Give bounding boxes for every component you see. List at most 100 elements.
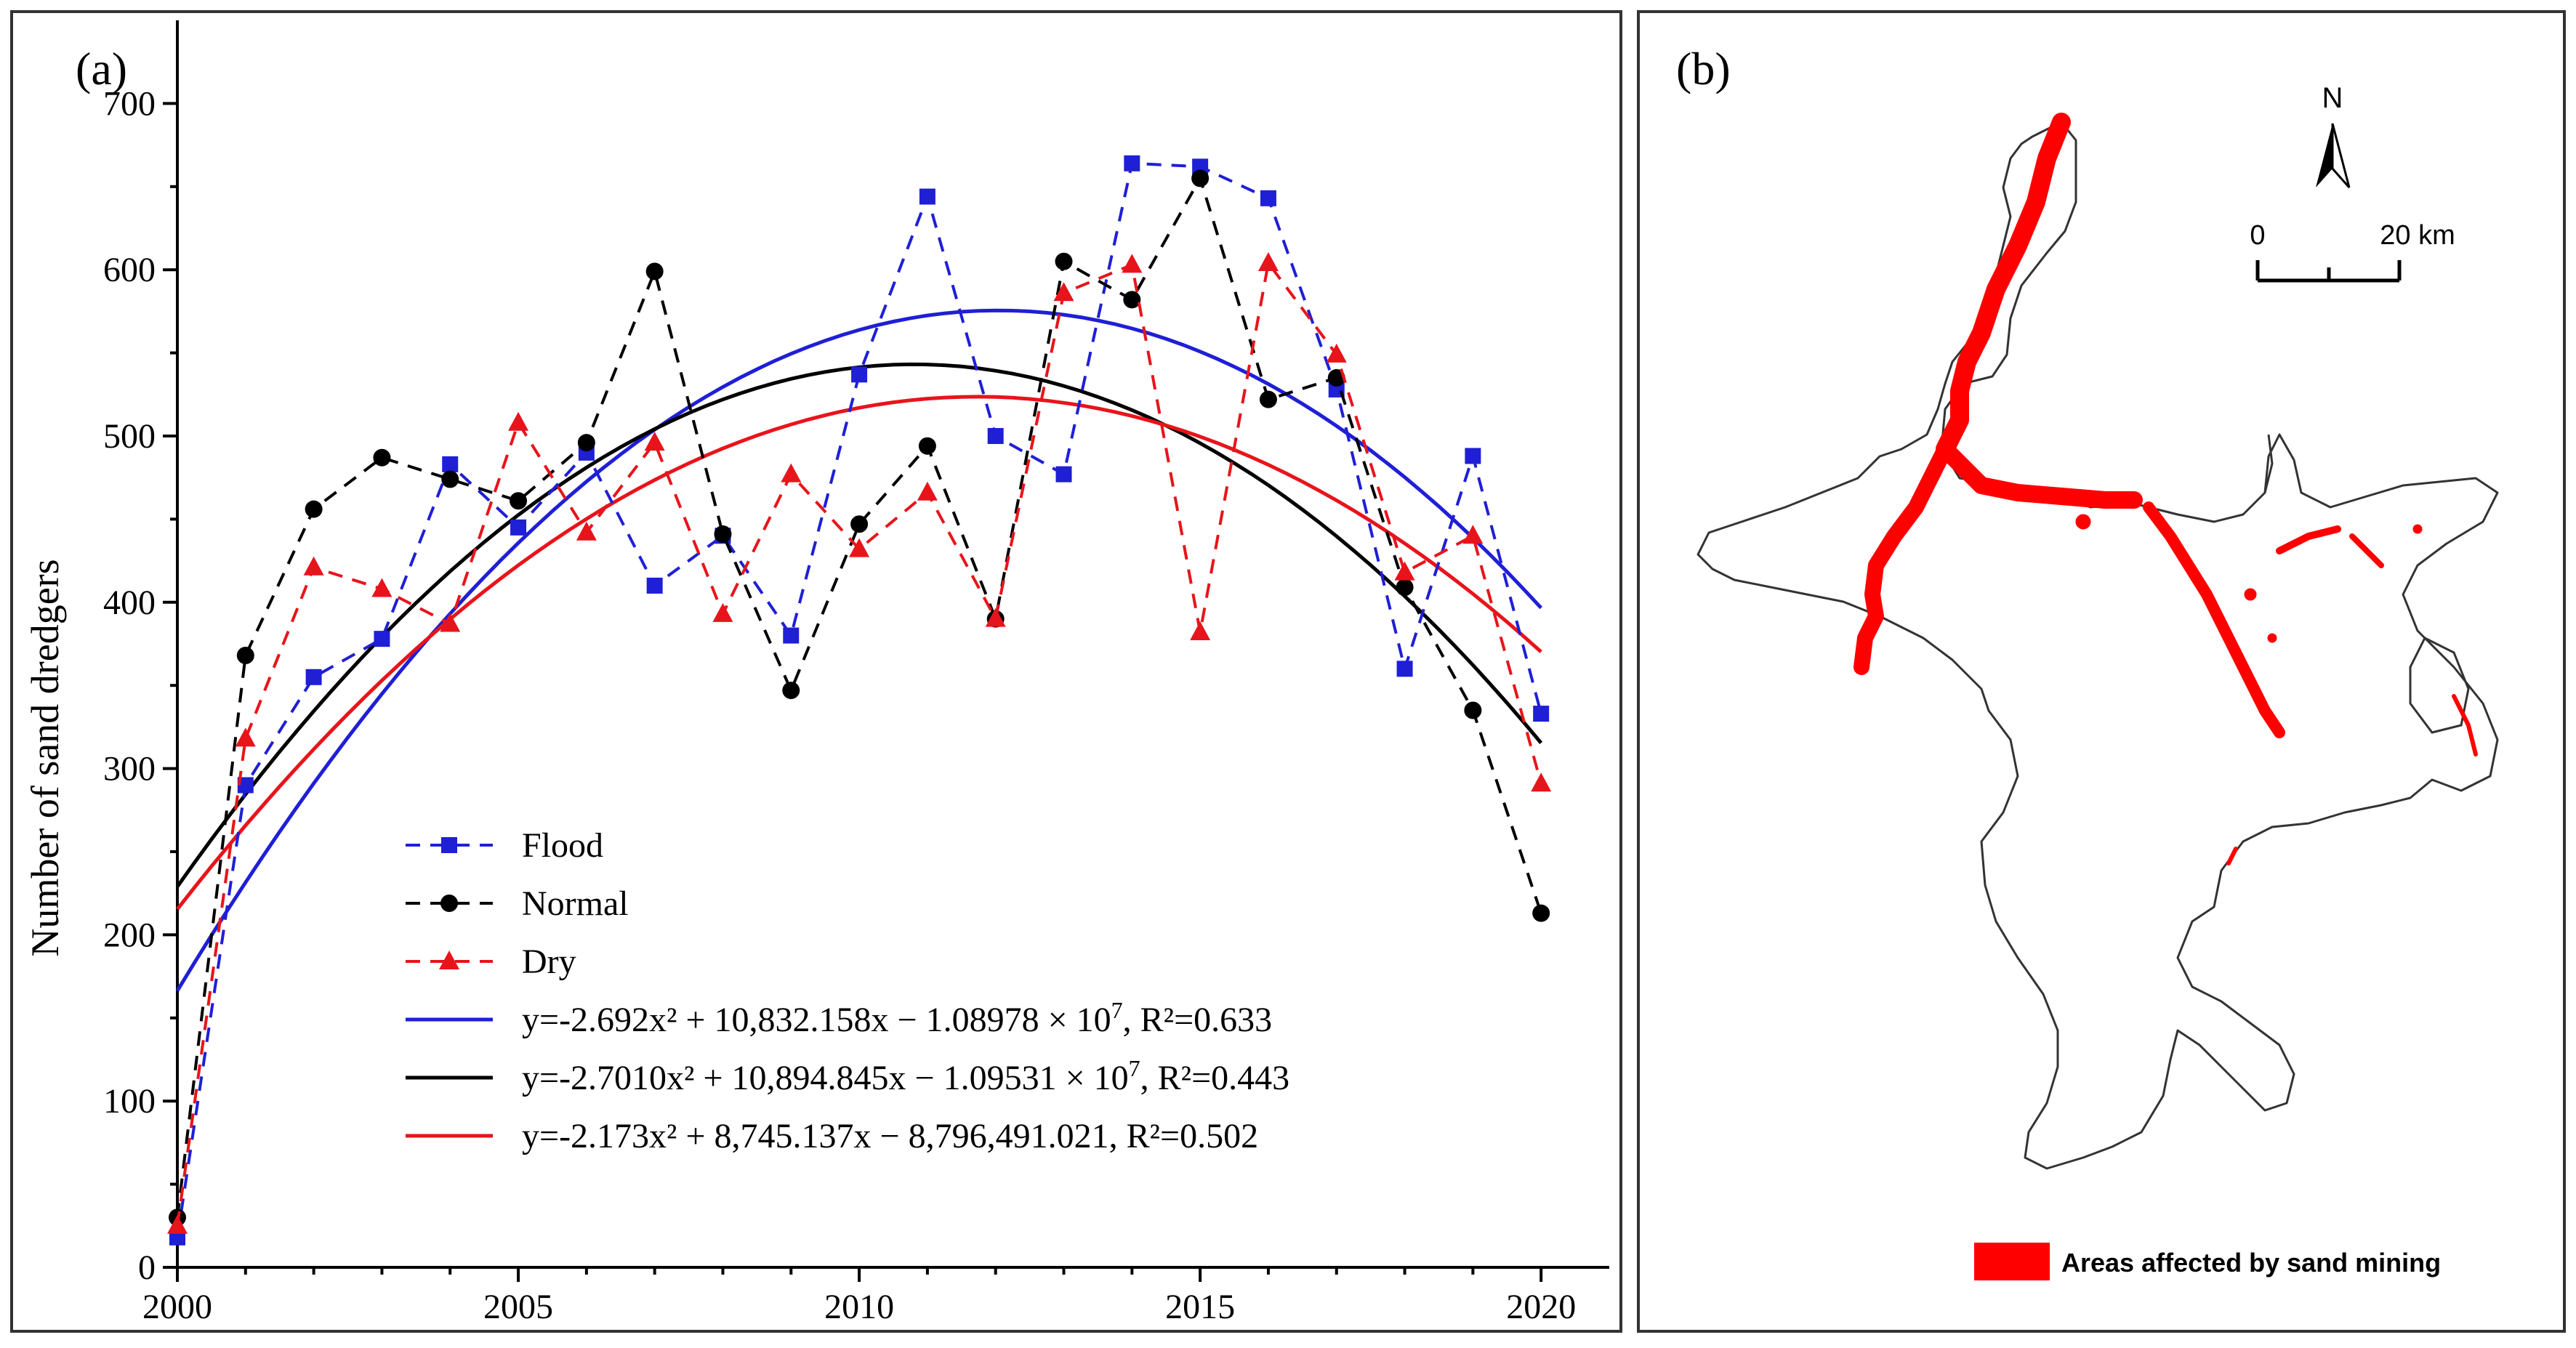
legend-equation: y=-2.7010x² + 10,894.845x − 1.09531 × 10… [522,1055,1289,1097]
data-point [850,515,869,533]
mining-legend-swatch [1974,1243,2050,1280]
data-point [917,481,938,501]
data-point [918,437,936,455]
x-tick-label: 2000 [142,1288,212,1326]
data-point [167,1214,188,1234]
chart-panel-a: (a) Number of sand dredgers 2000 2005 2010… [10,10,1622,1333]
data-point [373,448,391,467]
data-point [439,951,459,969]
x-tick-label: 2020 [1506,1288,1576,1326]
data-point [440,895,458,912]
legend-label: Normal [522,884,629,923]
data-point [781,463,802,483]
data-point [576,521,597,541]
data-point [985,608,1006,627]
data-point [1124,155,1140,171]
fit-curve [176,395,1542,911]
fit-curve [175,362,1543,888]
scale-label-zero: 0 [2250,220,2265,251]
data-point [371,578,393,597]
panel-a-tag: (a) [76,43,127,94]
data-point [1326,343,1347,363]
data-point [782,682,800,700]
fit-curve [175,308,1543,992]
data-point [1462,525,1484,544]
north-label: N [2322,82,2343,114]
data-point [1533,706,1550,722]
data-point [1396,578,1414,597]
legend-equation: y=-2.692x² + 10,832.158x − 1.08978 × 107… [522,997,1272,1039]
data-point [1190,621,1211,640]
y-tick-label: 700 [103,84,156,123]
data-point [510,519,527,536]
data-point [441,837,457,853]
data-point [305,669,322,685]
scale-label-20km: 20 km [2380,220,2455,251]
data-point [1464,701,1482,719]
series-line [176,259,1543,1227]
data-point [1053,282,1074,302]
y-tick-label: 500 [103,417,156,456]
data-point [644,432,665,451]
map-panel-b: (b) N 0 20 km [1637,10,2566,1333]
x-tick-label: 2005 [483,1288,553,1326]
data-point [1122,254,1143,273]
data-point [1259,390,1277,408]
data-point [1396,661,1413,677]
x-tick-label: 2015 [1165,1288,1235,1326]
data-point [1260,190,1276,206]
data-point [849,538,870,557]
data-point [1327,368,1345,387]
data-point [1465,448,1481,464]
data-point [919,188,935,205]
data-point [851,366,868,383]
north-arrow-icon: N [2316,82,2351,188]
legend-equation: y=-2.173x² + 8,745.137x − 8,796,491.021,… [522,1117,1258,1155]
data-point [303,556,324,576]
data-point [441,470,459,488]
sand-mining-areas [1853,113,2478,865]
data-point [714,525,732,543]
legend-label: Flood [522,826,603,865]
plot-area: 2000 2005 2010 2015 2020 0 100 200 300 400 500 600 7… [103,20,1609,1326]
y-tick-label: 0 [138,1248,156,1287]
data-point [235,727,256,747]
x-tick-label: 2010 [824,1288,894,1326]
data-point [236,647,254,665]
mining-legend-label: Areas affected by sand mining [2061,1248,2441,1278]
data-point [1123,291,1141,309]
map-svg: (b) N 0 20 km [1676,43,2499,1280]
data-point [1394,561,1415,581]
chart-legend: Flood Normal Dry y=-2.692x² + 10,832.158x −… [406,826,1289,1155]
data-point [510,492,528,510]
data-point [712,602,733,622]
data-point [1191,169,1209,187]
panel-b-tag: (b) [1676,43,1731,94]
data-point [783,627,800,644]
data-point [1055,466,1072,483]
map-legend: Areas affected by sand mining [1974,1243,2441,1280]
data-point [577,434,595,452]
data-point [374,631,390,647]
data-point [1257,252,1279,272]
data-point [646,577,663,594]
data-point [440,613,461,632]
y-axis-label: Number of sand dredgers [23,559,67,956]
lake-outline [1696,121,2499,1170]
scale-bar: 0 20 km [2250,220,2455,283]
y-tick-label: 100 [103,1082,156,1121]
data-point [508,411,529,431]
series-line [176,174,1543,1218]
data-point [1055,252,1073,270]
data-point [237,777,254,794]
chart-svg: (a) Number of sand dredgers 2000 2005 2010… [23,20,1609,1326]
y-tick-label: 600 [103,251,156,289]
data-point [442,456,459,472]
y-tick-label: 200 [103,916,156,954]
data-point [987,428,1004,444]
data-point [645,262,664,281]
y-tick-label: 300 [103,750,156,788]
legend-label: Dry [522,943,576,981]
data-point [305,500,323,518]
data-point [1531,772,1552,792]
